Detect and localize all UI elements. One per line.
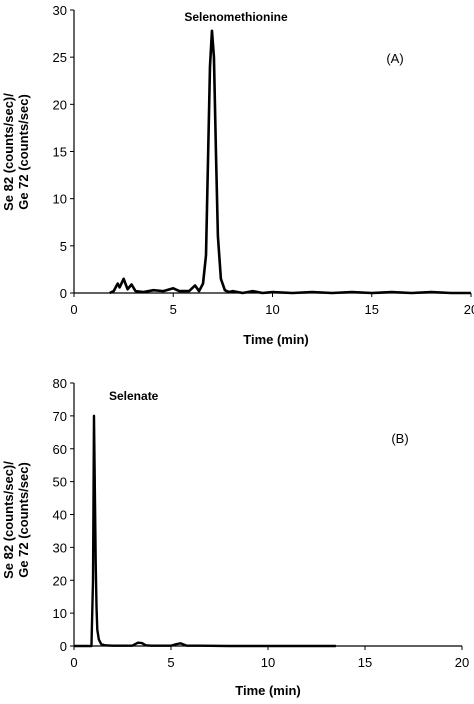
- y-tick-label-b: 50: [53, 475, 67, 490]
- chromatogram-line-a: [109, 29, 471, 295]
- peak-annotation-selenate: Selenate: [109, 389, 159, 403]
- y-tick-label-b: 60: [53, 442, 67, 457]
- panel-label-a: (A): [386, 51, 403, 66]
- y-axis-title-line1-b: Se 82 (counts/sec)/: [1, 461, 16, 579]
- x-tick-label-a: 10: [265, 302, 279, 317]
- y-tick-label-a: 30: [53, 3, 67, 18]
- y-axis-a: 0 5 10 15 20 25 30: [53, 3, 75, 301]
- y-tick-label-b: 70: [53, 409, 67, 424]
- x-axis-a: 0 5 10 15 20: [70, 292, 474, 317]
- y-axis-title-line2-b: Ge 72 (counts/sec): [16, 462, 31, 578]
- y-tick-label-a: 15: [53, 145, 67, 160]
- x-axis-b: 0 5 10 15 20: [70, 645, 469, 670]
- x-tick-label-b: 20: [455, 655, 469, 670]
- x-tick-label-b: 5: [167, 655, 174, 670]
- x-tick-label-b: 10: [261, 655, 275, 670]
- y-tick-label-a: 5: [60, 239, 67, 254]
- y-tick-label-b: 80: [53, 376, 67, 391]
- y-tick-label-b: 0: [60, 639, 67, 654]
- y-tick-label-b: 40: [53, 508, 67, 523]
- chart-panel-a: Se 82 (counts/sec)/ Ge 72 (counts/sec) 0…: [1, 3, 474, 347]
- y-axis-title-line2-a: Ge 72 (counts/sec): [16, 94, 31, 210]
- y-tick-label-b: 10: [53, 606, 67, 621]
- y-tick-label-a: 10: [53, 192, 67, 207]
- chromatogram-line-b: [74, 414, 336, 648]
- x-tick-label-a: 20: [464, 302, 474, 317]
- x-tick-label-b: 0: [70, 655, 77, 670]
- x-tick-label-a: 15: [365, 302, 379, 317]
- y-tick-label-b: 30: [53, 540, 67, 555]
- y-tick-label-a: 0: [60, 286, 67, 301]
- x-axis-title-b: Time (min): [235, 683, 301, 698]
- chart-panel-b: Se 82 (counts/sec)/ Ge 72 (counts/sec) 0…: [1, 376, 469, 698]
- x-tick-label-a: 5: [170, 302, 177, 317]
- y-axis-b: 0 10 20 30 40 50 60 70 80: [53, 376, 75, 654]
- x-axis-title-a: Time (min): [243, 332, 309, 347]
- panel-label-b: (B): [391, 431, 408, 446]
- y-tick-label-a: 25: [53, 50, 67, 65]
- x-tick-label-a: 0: [70, 302, 77, 317]
- y-axis-title-line1-a: Se 82 (counts/sec)/: [1, 93, 16, 211]
- y-tick-label-a: 20: [53, 97, 67, 112]
- x-tick-label-b: 15: [358, 655, 372, 670]
- peak-annotation-selenomethionine: Selenomethionine: [184, 10, 288, 24]
- y-tick-label-b: 20: [53, 573, 67, 588]
